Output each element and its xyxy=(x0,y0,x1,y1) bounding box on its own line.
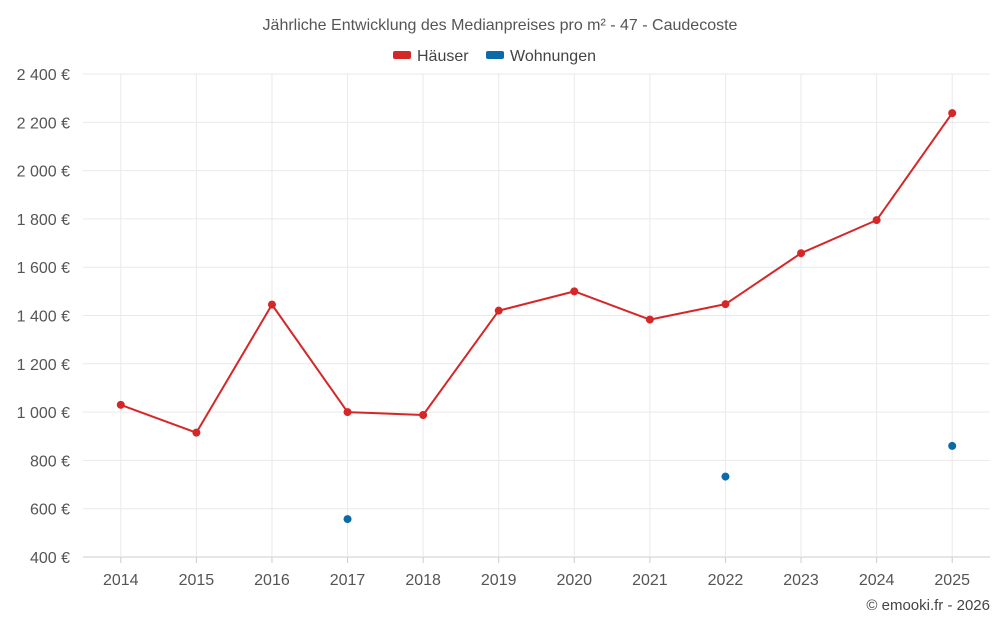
data-point-haeuser-2022[interactable] xyxy=(721,300,730,309)
data-point-haeuser-2025[interactable] xyxy=(948,109,957,118)
series xyxy=(116,109,957,524)
y-tick-label: 1 600 € xyxy=(17,260,70,277)
legend-label-wohnungen: Wohnungen xyxy=(510,48,596,65)
legend-item-wohnungen[interactable]: Wohnungen xyxy=(486,48,596,65)
x-tick-label: 2018 xyxy=(405,572,441,589)
data-point-haeuser-2016[interactable] xyxy=(267,300,276,309)
data-point-haeuser-2023[interactable] xyxy=(797,249,806,258)
y-tick-label: 600 € xyxy=(30,502,70,519)
legend-item-haeuser[interactable]: Häuser xyxy=(393,48,469,65)
y-tick-label: 400 € xyxy=(30,550,70,567)
x-tick-label: 2015 xyxy=(179,572,215,589)
data-point-haeuser-2024[interactable] xyxy=(872,216,881,225)
y-tick-label: 800 € xyxy=(30,453,70,470)
data-point-wohnungen-2022[interactable] xyxy=(721,472,730,481)
x-axis: 2014 2015 2016 2017 2018 2019 2020 2021 2022 2023… xyxy=(103,557,970,589)
y-tick-label: 2 400 € xyxy=(17,67,70,84)
x-tick-label: 2019 xyxy=(481,572,517,589)
legend-label-haeuser: Häuser xyxy=(417,48,469,65)
x-tick-label: 2017 xyxy=(330,572,366,589)
data-point-haeuser-2017[interactable] xyxy=(343,408,352,417)
grid xyxy=(83,73,990,558)
data-point-wohnungen-2017[interactable] xyxy=(343,515,352,524)
y-tick-label: 1 200 € xyxy=(17,357,70,374)
x-tick-label: 2024 xyxy=(859,572,895,589)
x-tick-label: 2025 xyxy=(934,572,970,589)
y-tick-label: 1 800 € xyxy=(17,212,70,229)
legend: Häuser Wohnungen xyxy=(393,48,596,65)
y-axis: 400 € 600 € 800 € 1 000 € 1 200 € 1 400 € 1 60… xyxy=(17,67,70,567)
x-tick-label: 2023 xyxy=(783,572,819,589)
data-point-haeuser-2014[interactable] xyxy=(116,400,125,409)
data-point-haeuser-2021[interactable] xyxy=(645,315,654,324)
legend-swatch-wohnungen xyxy=(486,51,504,59)
data-point-wohnungen-2025[interactable] xyxy=(948,441,957,450)
x-tick-label: 2020 xyxy=(556,572,592,589)
y-tick-label: 1 400 € xyxy=(17,309,70,326)
y-tick-label: 2 000 € xyxy=(17,164,70,181)
chart-title: Jährliche Entwicklung des Medianpreises … xyxy=(263,17,738,34)
data-point-haeuser-2015[interactable] xyxy=(192,428,201,437)
data-point-haeuser-2019[interactable] xyxy=(494,306,503,315)
x-tick-label: 2022 xyxy=(708,572,744,589)
x-tick-label: 2021 xyxy=(632,572,668,589)
x-tick-label: 2016 xyxy=(254,572,290,589)
data-point-haeuser-2020[interactable] xyxy=(570,287,579,296)
series-line-haeuser xyxy=(120,112,954,434)
credit-text: © emooki.fr - 2026 xyxy=(866,597,990,614)
y-tick-label: 1 000 € xyxy=(17,405,70,422)
legend-swatch-haeuser xyxy=(393,51,411,59)
y-tick-label: 2 200 € xyxy=(17,115,70,132)
data-point-haeuser-2018[interactable] xyxy=(419,410,428,419)
x-tick-label: 2014 xyxy=(103,572,139,589)
